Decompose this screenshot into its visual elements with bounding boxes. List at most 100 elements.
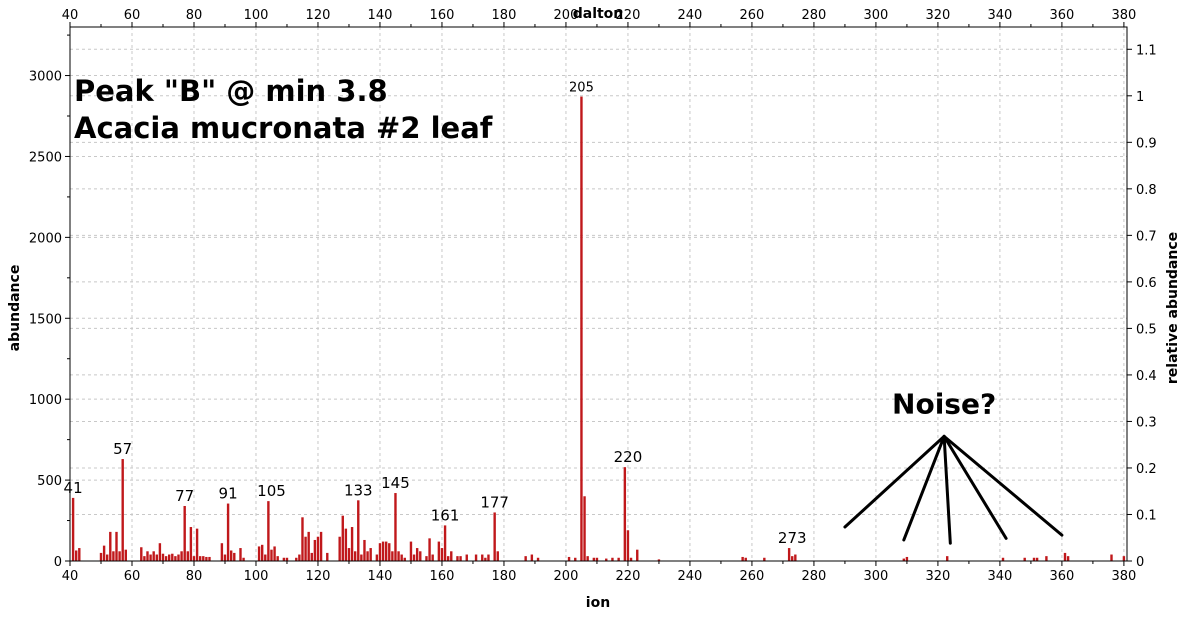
peak-label: 133 — [344, 481, 373, 499]
spectrum-bar — [524, 556, 527, 561]
spectrum-bar — [1032, 557, 1036, 561]
spectrum-bar — [177, 554, 180, 561]
y-tick-label: 2000 — [29, 231, 62, 246]
spectrum-bar — [369, 548, 372, 561]
spectrum-bar — [905, 556, 909, 561]
spectrum-bar — [384, 541, 388, 561]
spectrum-bar — [282, 557, 286, 561]
spectrum-bar — [381, 541, 385, 561]
spectrum-bar — [465, 554, 468, 561]
x-tick-label: 160 — [430, 569, 455, 584]
spectrum-bar — [205, 556, 208, 561]
x2-tick-label: 60 — [124, 8, 141, 23]
spectrum-bar — [360, 554, 363, 561]
spectrum-bar — [378, 543, 382, 561]
spectrum-bar — [310, 552, 313, 561]
spectrum-bar — [326, 552, 329, 561]
spectrum-bar — [431, 554, 434, 561]
peak-label: 41 — [64, 479, 83, 497]
spectrum-bar — [1045, 556, 1048, 561]
spectrum-bar — [496, 551, 499, 561]
spectrum-bar — [74, 550, 78, 561]
spectrum-bar — [400, 554, 403, 561]
spectrum-bar — [1110, 554, 1113, 561]
spectrum-bar — [229, 550, 233, 561]
peak-label: 145 — [381, 474, 410, 492]
spectrum-bar — [1023, 557, 1026, 561]
spectrum-bar — [198, 556, 202, 561]
y2-tick-label: 0.4 — [1136, 369, 1157, 384]
y2-tick-label: 0.5 — [1136, 322, 1157, 337]
spectrum-bar — [273, 546, 276, 561]
spectrum-bar — [375, 554, 379, 561]
spectrum-bar — [574, 557, 577, 561]
y2-tick-label: 0.2 — [1136, 462, 1157, 477]
spectrum-bar — [344, 528, 348, 561]
spectrum-bar — [338, 536, 341, 561]
spectrum-bar — [71, 497, 75, 561]
spectrum-bar — [164, 556, 168, 561]
x2-tick-label: 240 — [678, 8, 703, 23]
spectrum-bar — [102, 545, 106, 561]
spectrum-bar — [167, 554, 171, 561]
spectrum-bar — [270, 549, 273, 561]
spectrum-bar — [493, 512, 496, 561]
spectrum-bar — [285, 557, 289, 561]
spectrum-bar — [1122, 556, 1126, 561]
spectrum-bar — [623, 467, 627, 561]
spectrum-bar — [118, 551, 121, 561]
spectrum-bar — [481, 554, 484, 561]
spectrum-bar — [257, 546, 261, 561]
spectrum-bar — [260, 544, 264, 561]
spectrum-bar — [409, 541, 413, 561]
x-tick-label: 60 — [124, 569, 141, 584]
spectrum-bar — [617, 557, 620, 561]
spectrum-bar — [425, 556, 428, 561]
spectrum-bar — [115, 531, 118, 561]
spectrum-bar — [366, 551, 369, 561]
spectrum-bar — [189, 527, 193, 561]
spectrum-bar — [626, 530, 630, 561]
spectrum-bar — [440, 548, 444, 561]
spectrum-bar — [629, 557, 633, 561]
spectrum-bar — [158, 543, 162, 561]
x2-tick-label: 260 — [740, 8, 765, 23]
spectrum-bar — [276, 556, 279, 561]
x-tick-label: 340 — [987, 569, 1012, 584]
spectrum-bar — [474, 554, 478, 561]
peak-label: 220 — [614, 448, 643, 466]
noise-label: Noise? — [892, 387, 996, 420]
x2-tick-label: 120 — [306, 8, 331, 23]
spectrum-bar — [109, 531, 112, 561]
spectrum-bar — [186, 551, 189, 561]
spectrum-bar — [595, 557, 599, 561]
spectrum-bar — [741, 556, 744, 561]
noise-pointer-line — [942, 434, 1064, 537]
axes: 4040606080801001001201201401401601601801… — [29, 8, 1157, 584]
y-axis-label: abundance — [7, 265, 23, 352]
peak-label: 177 — [480, 493, 509, 511]
spectrum-bar — [161, 553, 165, 561]
peak-label: 161 — [431, 506, 460, 524]
spectrum-bar — [180, 551, 183, 561]
spectrum-bar — [456, 556, 459, 561]
spectrum-bar — [437, 541, 441, 561]
x-tick-label: 120 — [306, 569, 331, 584]
x-tick-label: 80 — [186, 569, 203, 584]
spectrum-bar — [363, 539, 366, 561]
spectrum-bar — [112, 551, 115, 561]
x2-tick-label: 300 — [864, 8, 889, 23]
spectrum-bar — [397, 551, 400, 561]
spectrum-bar — [171, 553, 174, 561]
spectrum-bar — [794, 554, 797, 561]
spectrum-bar — [1066, 556, 1070, 561]
peak-label: 273 — [778, 529, 807, 547]
chart-title-line-1: Peak "B" @ min 3.8 — [74, 74, 388, 108]
x-tick-label: 220 — [616, 569, 641, 584]
spectrum-bar — [195, 528, 199, 561]
peak-label: 205 — [569, 81, 594, 96]
x2-tick-label: 220 — [616, 8, 641, 23]
spectrum-bar — [536, 557, 540, 561]
x2-tick-label: 100 — [244, 8, 269, 23]
x-tick-label: 360 — [1049, 569, 1074, 584]
